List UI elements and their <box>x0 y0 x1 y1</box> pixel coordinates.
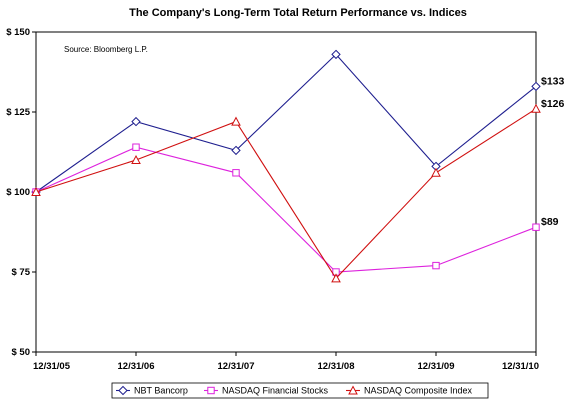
series-layer <box>31 49 541 283</box>
legend-box <box>111 382 489 399</box>
data-point <box>431 167 441 177</box>
legend-label: NBT Bancorp <box>134 386 188 396</box>
data-point <box>531 81 541 92</box>
y-axis: $ 50 $ 75 $ 100 $ 125 $ 150 <box>6 27 36 358</box>
end-value-label: $126 <box>541 98 565 110</box>
plot-area <box>35 31 537 353</box>
series-line <box>35 108 537 280</box>
data-point <box>331 273 341 283</box>
data-point <box>331 49 341 60</box>
legend-marker <box>118 385 128 396</box>
legend-label: NASDAQ Composite Index <box>364 386 473 396</box>
x-tick-label: 12/31/05 <box>33 361 71 372</box>
data-point <box>132 143 140 151</box>
end-value-label: $133 <box>541 75 565 87</box>
y-tick-label: $ 75 <box>12 267 31 278</box>
data-point <box>432 261 440 270</box>
data-point <box>31 186 41 196</box>
legend-item: NASDAQ Financial Stocks <box>204 386 329 396</box>
source-note: Source: Bloomberg L.P. <box>64 45 148 54</box>
series-line <box>35 146 537 273</box>
data-point <box>231 145 241 156</box>
x-tick-label: 12/31/07 <box>218 361 255 372</box>
legend-item: NBT Bancorp <box>116 386 188 396</box>
end-labels: $133 $89 $126 <box>541 75 565 228</box>
data-point <box>231 116 241 126</box>
series-nasdaq-composite-index <box>31 103 541 283</box>
x-tick-label: 12/31/10 <box>502 361 539 372</box>
series-line <box>35 53 537 193</box>
data-point <box>131 154 141 164</box>
chart-title: The Company's Long-Term Total Return Per… <box>129 7 467 19</box>
x-tick-label: 12/31/09 <box>418 361 455 372</box>
end-value-label: $89 <box>541 216 559 228</box>
data-point <box>232 169 240 177</box>
legend-marker <box>207 386 215 395</box>
y-tick-label: $ 50 <box>12 347 31 358</box>
x-tick-label: 12/31/06 <box>118 361 155 372</box>
y-tick-label: $ 100 <box>6 187 30 198</box>
x-axis: 12/31/05 12/31/06 12/31/07 12/31/08 12/31/09… <box>33 352 539 372</box>
data-point <box>532 223 540 231</box>
data-point <box>131 116 141 127</box>
x-tick-label: 12/31/08 <box>318 361 355 372</box>
y-tick-label: $ 150 <box>6 27 30 38</box>
legend-marker <box>348 385 358 395</box>
y-tick-label: $ 125 <box>6 107 30 118</box>
data-point <box>531 103 541 113</box>
legend-item: NASDAQ Composite Index <box>346 385 473 396</box>
legend-label: NASDAQ Financial Stocks <box>222 386 329 396</box>
legend: NBT Bancorp NASDAQ Financial Stocks NASDAQ… <box>111 382 489 399</box>
